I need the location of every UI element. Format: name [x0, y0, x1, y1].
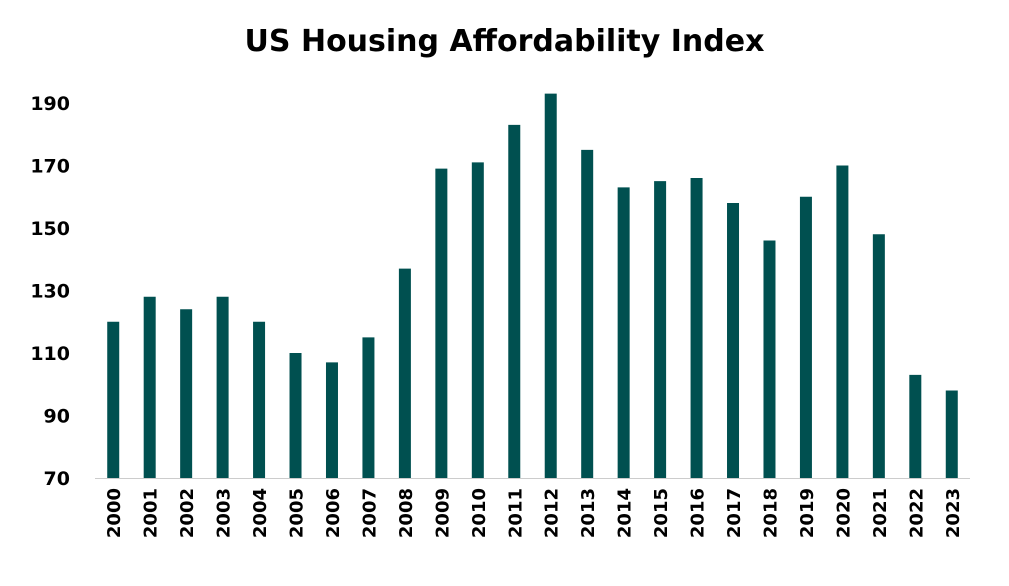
- y-tick-label: 90: [44, 406, 70, 428]
- bar-2003: [216, 296, 229, 478]
- x-tick-label: 2021: [870, 488, 891, 538]
- x-tick-label: 2019: [797, 488, 818, 538]
- x-tick-label: 2018: [760, 488, 781, 538]
- y-tick-label: 170: [30, 156, 70, 178]
- x-tick-label: 2020: [833, 488, 854, 538]
- x-tick-label: 2015: [651, 488, 672, 538]
- bar-2002: [180, 309, 193, 478]
- bar-2004: [253, 321, 266, 478]
- bar-2021: [872, 234, 885, 478]
- bar-2005: [289, 353, 302, 478]
- x-tick-label: 2004: [250, 488, 271, 538]
- bar-2022: [909, 374, 922, 478]
- x-tick-label: 2003: [214, 488, 235, 538]
- y-tick-label: 110: [30, 343, 70, 365]
- x-tick-label: 2007: [359, 488, 380, 538]
- x-tick-label: 2012: [542, 488, 563, 538]
- x-tick-label: 2009: [432, 488, 453, 538]
- y-tick-label: 70: [44, 468, 70, 490]
- x-tick-label: 2014: [615, 488, 636, 538]
- x-tick-label: 2001: [141, 488, 162, 538]
- x-tick-label: 2000: [104, 488, 125, 538]
- x-tick-label: 2022: [906, 488, 927, 538]
- bar-2000: [107, 321, 120, 478]
- x-tick-label: 2016: [688, 488, 709, 538]
- bar-2011: [508, 124, 521, 478]
- bars: [107, 93, 958, 478]
- x-tick-label: 2002: [177, 488, 198, 538]
- x-tick-label: 2013: [578, 488, 599, 538]
- x-tick-label: 2011: [505, 488, 526, 538]
- bar-2012: [544, 93, 557, 478]
- y-tick-label: 190: [30, 93, 70, 115]
- bar-2019: [799, 196, 812, 478]
- chart-title: US Housing Affordability Index: [244, 24, 765, 59]
- bar-2015: [654, 181, 667, 478]
- bar-2009: [435, 168, 448, 478]
- bar-2010: [471, 162, 484, 478]
- bar-2001: [143, 296, 156, 478]
- bar-2020: [836, 165, 849, 478]
- bar-2006: [325, 362, 338, 478]
- x-tick-label: 2010: [469, 488, 490, 538]
- bar-2023: [945, 390, 958, 478]
- x-tick-label: 2008: [396, 488, 417, 538]
- x-tick-label: 2017: [724, 488, 745, 538]
- bar-2013: [581, 149, 594, 478]
- x-tick-label: 2023: [943, 488, 964, 538]
- x-tick-label: 2006: [323, 488, 344, 538]
- bar-2014: [617, 187, 630, 478]
- bar-2007: [362, 337, 375, 478]
- y-tick-label: 150: [30, 218, 70, 240]
- bar-2016: [690, 178, 703, 478]
- bar-2017: [727, 203, 740, 478]
- x-tick-label: 2005: [287, 488, 308, 538]
- bar-2008: [398, 268, 411, 478]
- x-axis: 2000 2001 2002 2003 2004 2005 2006 2007 2008 2009…: [104, 488, 964, 538]
- y-tick-label: 130: [30, 281, 70, 303]
- y-axis: 70 90 110 130 150 170 190: [30, 93, 70, 490]
- bar-2018: [763, 240, 776, 478]
